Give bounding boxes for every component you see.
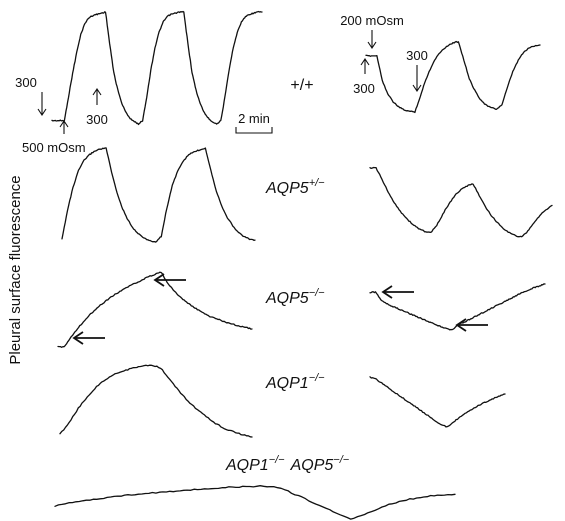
annotation-300-right-b: 300	[406, 48, 428, 63]
annotation-500-mosm: 500 mOsm	[22, 140, 86, 155]
annotation-200-mosm: 200 mOsm	[340, 13, 404, 28]
arrow-ko-peak	[153, 273, 186, 287]
trace-aqp5-het-200	[369, 166, 553, 238]
label-aqp5-ko: AQP5−/−	[265, 287, 325, 307]
y-axis-label: Pleural surface fluorescence	[7, 175, 24, 364]
arrow-300-up-right	[360, 58, 370, 74]
label-double-ko: AQP1−/− AQP5−/−	[225, 454, 350, 474]
label-wt: +/+	[290, 77, 313, 94]
arrow-300-left	[37, 92, 47, 116]
trace-aqp1-ko-500	[59, 364, 253, 438]
trace-wt-500	[51, 10, 263, 126]
arrow-ko-right-start	[381, 285, 414, 299]
scale-bar	[235, 127, 273, 134]
arrow-ko-right-min	[455, 318, 488, 332]
arrow-300-down-right	[412, 65, 422, 92]
trace-aqp5-ko-500	[57, 271, 253, 348]
scale-bar-label: 2 min	[238, 111, 270, 126]
trace-aqp1-ko-200	[369, 376, 506, 428]
arrow-ko-start	[72, 331, 105, 345]
trace-double-ko	[54, 485, 456, 520]
trace-aqp5-het-500	[61, 147, 256, 243]
arrow-200-down	[367, 30, 377, 49]
label-aqp5-het: AQP5+/−	[265, 177, 325, 197]
arrow-300-up-left	[92, 88, 102, 105]
trace-wt-200	[365, 40, 541, 114]
label-aqp1-ko: AQP1−/−	[265, 372, 325, 392]
arrow-500-up	[59, 120, 69, 134]
annotation-300-left: 300	[15, 75, 37, 90]
annotation-300-left-b: 300	[86, 112, 108, 127]
trace-aqp5-ko-200	[369, 283, 546, 331]
annotation-300-right: 300	[353, 81, 375, 96]
